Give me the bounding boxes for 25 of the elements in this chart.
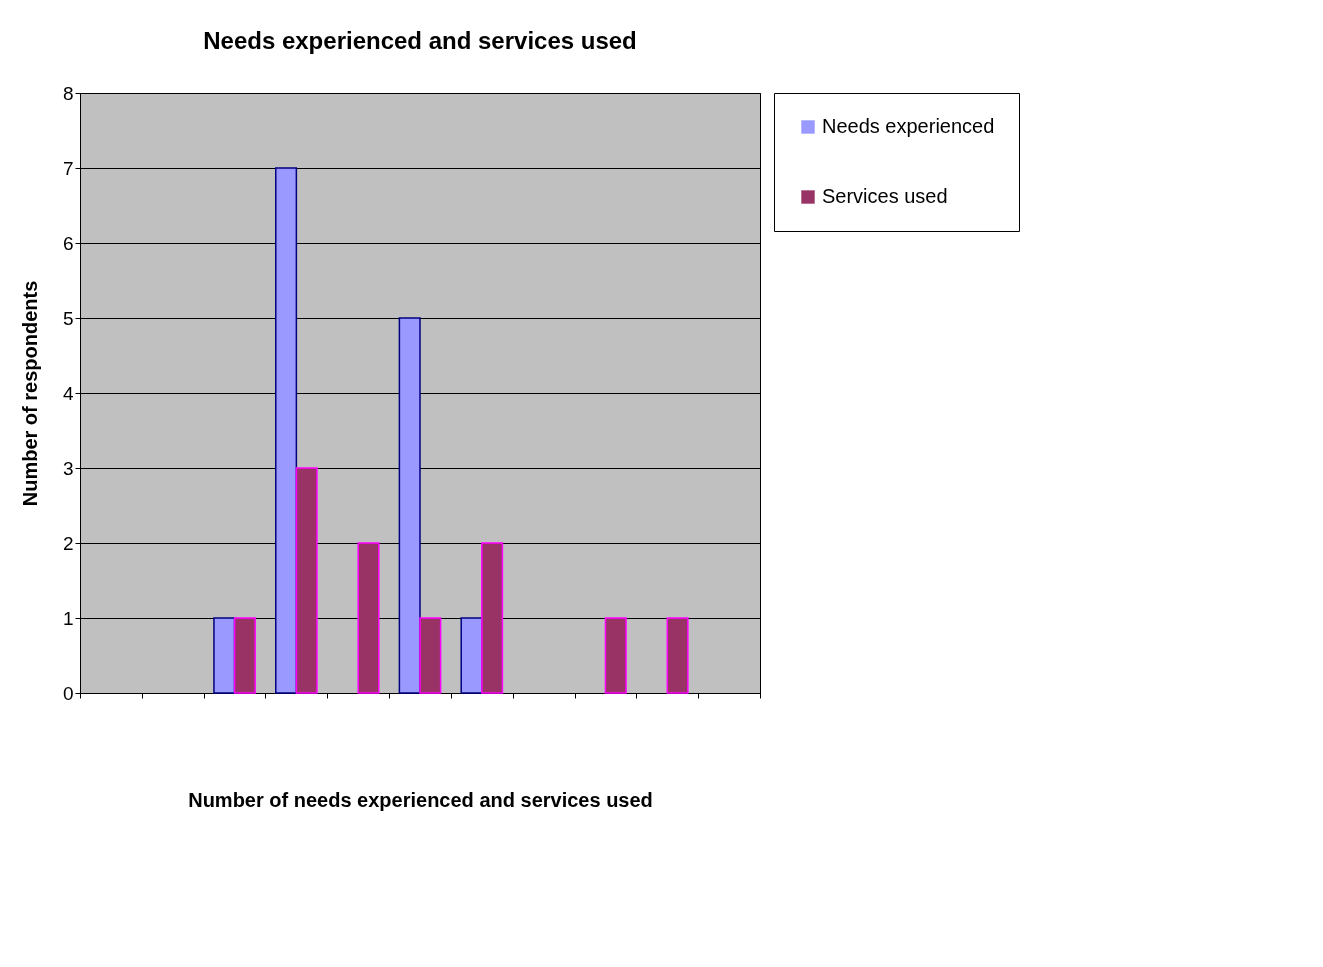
bar	[604, 617, 627, 694]
bar	[666, 617, 689, 694]
bar	[419, 617, 442, 694]
bar	[460, 617, 483, 694]
y-tick-label: 1	[62, 607, 74, 629]
y-tick-label: 4	[62, 382, 74, 404]
bar	[213, 617, 236, 694]
legend-label: Services used	[822, 185, 948, 207]
y-tick-label: 8	[62, 82, 74, 104]
bar	[233, 617, 256, 694]
legend-label: Needs experienced	[822, 115, 995, 137]
y-axis-title: Number of respondents	[18, 280, 41, 507]
chart-title: Needs experienced and services used	[203, 27, 637, 54]
x-axis-title: Number of needs experienced and services used	[188, 788, 653, 811]
y-tick-label: 7	[62, 157, 74, 179]
y-tick-label: 6	[62, 232, 74, 254]
y-tick-label: 0	[62, 682, 74, 704]
bar	[481, 542, 504, 694]
bar	[357, 542, 380, 694]
bar	[295, 467, 318, 694]
y-tick-label: 5	[62, 307, 74, 329]
bar	[398, 317, 421, 694]
y-tick-label: 2	[62, 532, 74, 554]
y-tick-label: 3	[62, 457, 74, 479]
bar	[275, 167, 298, 694]
